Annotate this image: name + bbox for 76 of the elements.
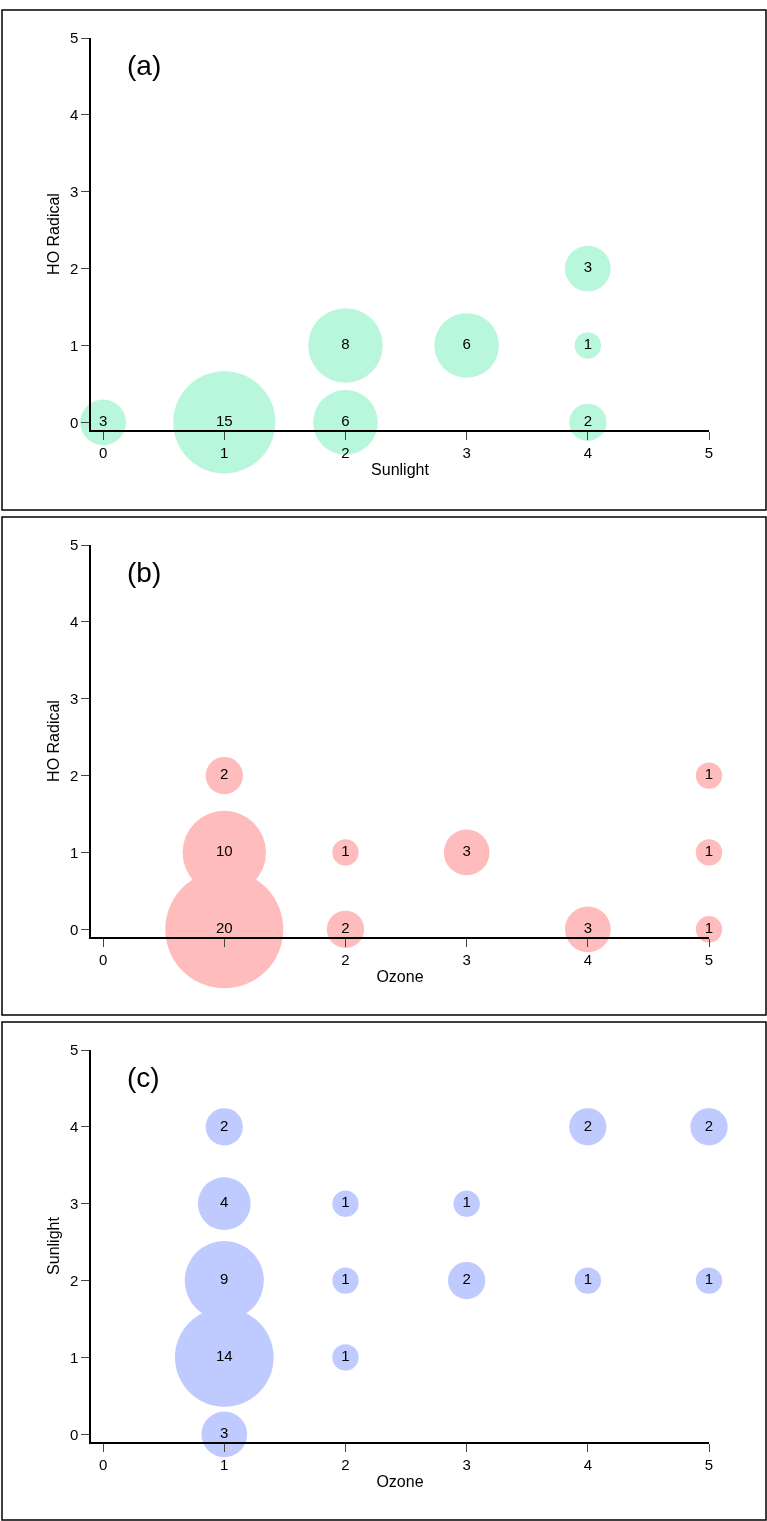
y-tick-label: 4 <box>69 106 79 124</box>
x-tick-label: 4 <box>583 1455 592 1473</box>
x-tick-label: 3 <box>462 950 471 968</box>
data-label: 1 <box>704 765 714 783</box>
data-label: 4 <box>220 1193 229 1211</box>
data-label: 2 <box>583 412 592 430</box>
data-label: 10 <box>215 842 233 860</box>
y-axis-title: HO Radical <box>45 193 63 275</box>
x-tick-label: 5 <box>704 443 714 461</box>
data-label: 1 <box>704 1270 714 1288</box>
data-label: 20 <box>215 919 233 937</box>
y-axis-title: Sunlight <box>45 1216 63 1275</box>
data-label: 1 <box>583 335 592 353</box>
annotation: (c) <box>127 1062 160 1093</box>
x-tick-label: 0 <box>98 1455 108 1473</box>
data-label: 15 <box>215 412 233 430</box>
x-tick-label: 4 <box>583 443 592 461</box>
annotation: (a) <box>127 50 162 81</box>
x-tick-label: 4 <box>583 950 592 968</box>
data-label: 1 <box>704 919 714 937</box>
x-tick-label: 5 <box>704 950 714 968</box>
y-tick-label: 5 <box>69 536 79 554</box>
data-label: 2 <box>220 765 229 783</box>
data-label: 3 <box>98 412 108 430</box>
y-tick-label: 5 <box>69 1041 79 1059</box>
data-label: 8 <box>341 335 350 353</box>
data-label: 1 <box>462 1193 471 1211</box>
x-tick-label: 0 <box>98 950 108 968</box>
data-label: 1 <box>583 1270 592 1288</box>
x-tick-label: 5 <box>704 1455 714 1473</box>
y-tick-label: 2 <box>69 259 79 277</box>
y-tick-label: 2 <box>69 1271 79 1289</box>
x-tick-label: 2 <box>341 1455 350 1473</box>
data-label: 1 <box>704 842 714 860</box>
y-axis-title: HO Radical <box>45 700 63 782</box>
data-label: 1 <box>341 1193 350 1211</box>
data-label: 1 <box>341 1347 350 1365</box>
data-label: 2 <box>462 1270 471 1288</box>
x-tick-label: 2 <box>341 443 350 461</box>
x-axis-title: Ozone <box>376 967 424 985</box>
y-tick-label: 4 <box>69 1118 79 1136</box>
data-label: 2 <box>583 1116 592 1134</box>
data-label: 2 <box>220 1116 229 1134</box>
x-tick-label: 0 <box>98 443 108 461</box>
x-tick-label: 1 <box>220 1455 229 1473</box>
data-label: 3 <box>583 919 592 937</box>
data-label: 1 <box>341 1270 350 1288</box>
y-tick-label: 0 <box>69 413 79 431</box>
y-tick-label: 3 <box>69 182 79 200</box>
x-tick-label: 2 <box>341 950 350 968</box>
data-label: 6 <box>462 335 471 353</box>
data-label: 2 <box>341 919 350 937</box>
y-tick-label: 3 <box>69 1194 79 1212</box>
data-label: 3 <box>583 258 592 276</box>
y-tick-label: 3 <box>69 689 79 707</box>
x-axis-title: Ozone <box>376 1472 424 1490</box>
y-tick-label: 0 <box>69 1425 79 1443</box>
x-tick-label: 3 <box>462 443 471 461</box>
x-tick-label: 1 <box>220 443 229 461</box>
y-tick-label: 0 <box>69 920 79 938</box>
y-tick-label: 4 <box>69 613 79 631</box>
data-label: 9 <box>220 1270 229 1288</box>
data-label: 3 <box>220 1424 229 1442</box>
x-tick-label: 3 <box>462 1455 471 1473</box>
y-tick-label: 2 <box>69 766 79 784</box>
data-label: 14 <box>215 1347 233 1365</box>
y-tick-label: 5 <box>69 29 79 47</box>
y-tick-label: 1 <box>69 843 79 861</box>
y-tick-label: 1 <box>69 336 79 354</box>
data-label: 1 <box>341 842 350 860</box>
x-axis-title: Sunlight <box>371 460 430 478</box>
y-tick-label: 1 <box>69 1348 79 1366</box>
annotation: (b) <box>127 557 162 588</box>
data-label: 6 <box>341 412 350 430</box>
data-label: 2 <box>704 1116 714 1134</box>
data-label: 3 <box>462 842 471 860</box>
